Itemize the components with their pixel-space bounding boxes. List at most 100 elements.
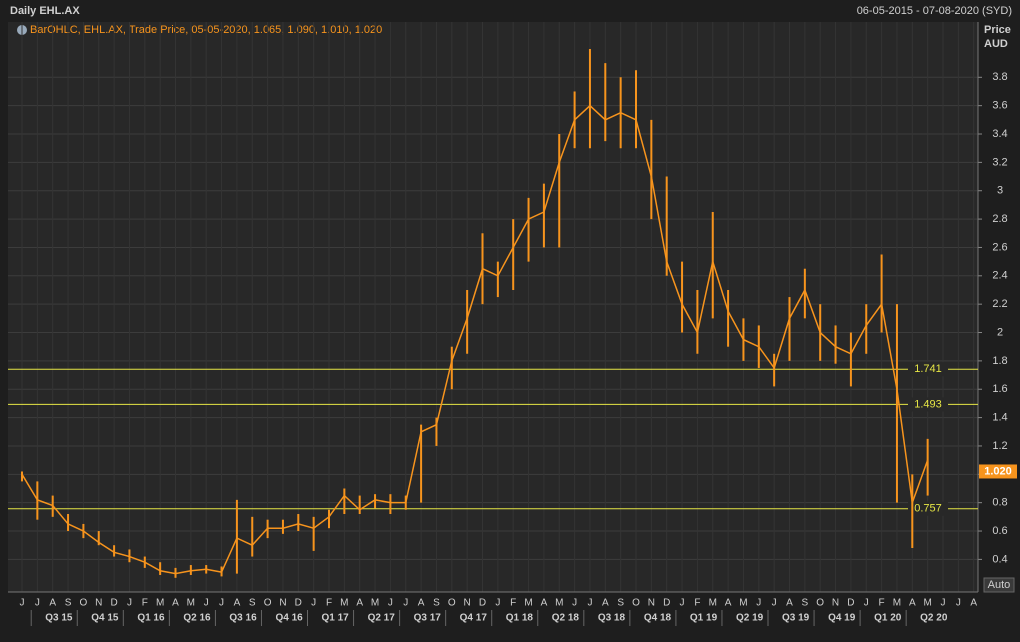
x-tick-label: A bbox=[786, 598, 793, 609]
x-tick-label: F bbox=[879, 598, 885, 609]
chart-title: Daily EHL.AX bbox=[10, 5, 80, 17]
x-tick-label: O bbox=[632, 598, 640, 609]
quarter-label: Q2 17 bbox=[368, 613, 396, 624]
y-tick-label: 0.6 bbox=[992, 525, 1007, 537]
level-label-box bbox=[908, 397, 948, 412]
x-tick-label: M bbox=[739, 598, 747, 609]
x-tick-label: M bbox=[187, 598, 195, 609]
quarter-label: Q2 16 bbox=[183, 613, 211, 624]
x-tick-label: D bbox=[663, 598, 670, 609]
level-label-box bbox=[908, 501, 948, 516]
y-tick-label: 2.2 bbox=[992, 298, 1007, 310]
level-label: 1.493 bbox=[914, 398, 942, 410]
y-tick-label: 2.8 bbox=[992, 213, 1007, 225]
y-tick-label: 3.8 bbox=[992, 71, 1007, 83]
quarter-label: Q4 15 bbox=[91, 613, 119, 624]
quarter-label: Q4 19 bbox=[828, 613, 856, 624]
x-tick-label: A bbox=[49, 598, 56, 609]
quarter-label: Q1 16 bbox=[137, 613, 165, 624]
x-tick-label: D bbox=[847, 598, 854, 609]
quarter-label: Q1 17 bbox=[322, 613, 350, 624]
x-tick-label: M bbox=[340, 598, 348, 609]
y-tick-label: 0.8 bbox=[992, 497, 1007, 509]
x-tick-label: N bbox=[648, 598, 655, 609]
x-tick-label: A bbox=[234, 598, 241, 609]
x-tick-label: S bbox=[433, 598, 440, 609]
quarter-label: Q2 20 bbox=[920, 613, 948, 624]
level-label: 1.741 bbox=[914, 363, 942, 375]
x-tick-label: M bbox=[555, 598, 563, 609]
x-tick-label: S bbox=[65, 598, 72, 609]
x-tick-label: J bbox=[572, 598, 577, 609]
x-tick-label: J bbox=[388, 598, 393, 609]
x-tick-label: N bbox=[95, 598, 102, 609]
x-tick-label: O bbox=[816, 598, 824, 609]
x-tick-label: M bbox=[371, 598, 379, 609]
quarter-label: Q4 17 bbox=[460, 613, 488, 624]
auto-button[interactable] bbox=[983, 577, 1015, 593]
x-tick-label: D bbox=[110, 598, 117, 609]
x-tick-label: J bbox=[941, 598, 946, 609]
x-tick-label: S bbox=[617, 598, 624, 609]
x-tick-label: M bbox=[524, 598, 532, 609]
quarter-label: Q2 19 bbox=[736, 613, 764, 624]
x-tick-label: J bbox=[204, 598, 209, 609]
x-tick-label: A bbox=[909, 598, 916, 609]
x-tick-label: A bbox=[172, 598, 179, 609]
x-tick-label: J bbox=[219, 598, 224, 609]
x-tick-label: J bbox=[772, 598, 777, 609]
y-tick-label: 3.2 bbox=[992, 156, 1007, 168]
x-tick-label: D bbox=[479, 598, 486, 609]
y-tick-label: 2 bbox=[997, 326, 1003, 338]
quarter-label: Q3 18 bbox=[598, 613, 626, 624]
y-tick-label: 1.8 bbox=[992, 355, 1007, 367]
x-tick-label: M bbox=[156, 598, 164, 609]
x-tick-label: N bbox=[832, 598, 839, 609]
y-tick-label: 2.4 bbox=[992, 270, 1007, 282]
last-price-label: 1.020 bbox=[984, 465, 1012, 477]
x-tick-label: J bbox=[587, 598, 592, 609]
x-tick-label: J bbox=[680, 598, 685, 609]
level-label-box bbox=[908, 362, 948, 377]
y-tick-label: 1.4 bbox=[992, 412, 1007, 424]
x-tick-label: M bbox=[709, 598, 717, 609]
x-tick-label: F bbox=[694, 598, 700, 609]
x-tick-label: J bbox=[403, 598, 408, 609]
x-tick-label: J bbox=[127, 598, 132, 609]
x-tick-label: O bbox=[448, 598, 456, 609]
quarter-label: Q3 19 bbox=[782, 613, 810, 624]
x-tick-label: A bbox=[725, 598, 732, 609]
quarter-label: Q2 18 bbox=[552, 613, 580, 624]
x-tick-label: S bbox=[802, 598, 809, 609]
y-tick-label: 0.4 bbox=[992, 553, 1007, 565]
y-tick-label: 1.2 bbox=[992, 440, 1007, 452]
x-tick-label: J bbox=[864, 598, 869, 609]
x-tick-label: N bbox=[464, 598, 471, 609]
x-tick-label: F bbox=[326, 598, 332, 609]
x-tick-label: J bbox=[20, 598, 25, 609]
quarter-label: Q4 16 bbox=[275, 613, 303, 624]
y-tick-label: 1.6 bbox=[992, 383, 1007, 395]
last-price-tag bbox=[979, 464, 1017, 479]
y-axis-title: AUD bbox=[984, 38, 1008, 50]
x-tick-label: A bbox=[356, 598, 363, 609]
x-tick-label: J bbox=[35, 598, 40, 609]
auto-button-label[interactable]: Auto bbox=[988, 579, 1011, 591]
x-tick-label: A bbox=[541, 598, 548, 609]
plot-area bbox=[8, 22, 978, 592]
quarter-label: Q4 18 bbox=[644, 613, 672, 624]
quarter-label: Q3 16 bbox=[229, 613, 257, 624]
x-tick-label: O bbox=[264, 598, 272, 609]
quarter-label: Q1 19 bbox=[690, 613, 718, 624]
date-range: 06-05-2015 - 07-08-2020 (SYD) bbox=[857, 5, 1012, 17]
quarter-label: Q1 18 bbox=[506, 613, 534, 624]
y-axis-title: Price bbox=[984, 24, 1011, 36]
y-tick-label: 3.4 bbox=[992, 128, 1007, 140]
y-tick-label: 2.6 bbox=[992, 241, 1007, 253]
x-tick-label: F bbox=[142, 598, 148, 609]
y-tick-label: 3 bbox=[997, 185, 1003, 197]
close-line bbox=[21, 104, 929, 575]
x-tick-label: J bbox=[495, 598, 500, 609]
x-tick-label: J bbox=[756, 598, 761, 609]
